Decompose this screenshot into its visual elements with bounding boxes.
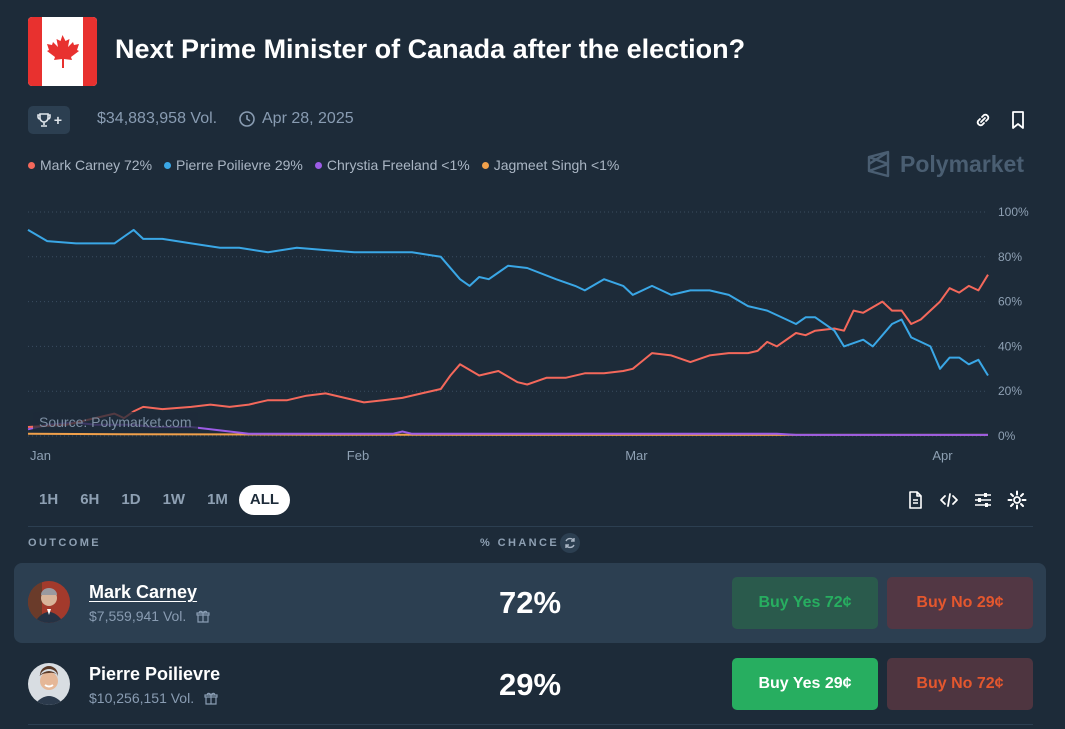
gift-icon[interactable] [196,609,210,623]
legend-dot [314,161,322,169]
y-tick-label: 100% [998,205,1029,219]
document-icon[interactable] [905,490,925,510]
legend-item: Chrystia Freeland <1% [314,157,470,173]
price-chart: 100% 80% 60% 40% 20% 0% Jan Feb Mar Apr [27,205,1029,463]
x-tick-label: Feb [347,448,369,463]
refresh-icon[interactable] [560,533,580,553]
legend-item: Pierre Poilievre 29% [164,157,303,173]
legend-item: Jagmeet Singh <1% [481,157,620,173]
chance-header: % CHANCE [480,537,560,549]
y-tick-label: 60% [998,295,1022,309]
y-tick-label: 80% [998,250,1022,264]
trophy-icon [37,113,51,127]
canada-flag-icon [28,17,97,86]
polymarket-logo: Polymarket [866,150,1024,178]
candidate-name-carney[interactable]: Mark Carney [89,582,198,602]
buy-yes-button-poilievre[interactable]: Buy Yes 29¢ [732,658,878,710]
buy-no-button-poilievre[interactable]: Buy No 72¢ [887,658,1033,710]
total-volume: $34,883,958 Vol. [97,110,218,127]
end-date: Apr 28, 2025 [238,110,354,128]
range-1d[interactable]: 1D [121,491,141,508]
chart-legend: Mark Carney 72% Pierre Poilievre 29% Chr… [28,157,619,173]
trophy-plus: + [53,112,63,128]
y-tick-label: 20% [998,384,1022,398]
embed-code-icon[interactable] [939,490,959,510]
sliders-icon[interactable] [973,490,993,510]
x-tick-label: Jan [30,448,51,463]
brand-name: Polymarket [900,150,1025,177]
avatar-carney [28,581,70,623]
legend-dot [164,161,172,169]
bookmark-icon[interactable] [1008,110,1028,130]
range-1m[interactable]: 1M [207,491,228,508]
legend-label: Chrystia Freeland <1% [326,157,470,173]
x-tick-label: Mar [625,448,648,463]
clock-icon [239,111,255,127]
volume-text: $7,559,941 Vol. [89,608,187,624]
legend-label: Jagmeet Singh <1% [493,157,620,173]
legend-item: Mark Carney 72% [28,157,152,173]
link-icon[interactable] [973,110,993,130]
y-tick-label: 40% [998,339,1022,353]
legend-dot [481,161,489,169]
buy-yes-button-carney[interactable]: Buy Yes 72¢ [732,577,878,629]
candidate-name-poilievre[interactable]: Pierre Poilievre [89,664,221,684]
end-date-text: Apr 28, 2025 [262,110,354,127]
range-1h[interactable]: 1H [39,491,59,508]
series-line-mark-carney [27,274,989,428]
x-tick-label: Apr [932,448,953,463]
volume-text: $10,256,151 Vol. [89,690,195,706]
range-1w[interactable]: 1W [162,491,186,508]
time-range-tabs: 1H 6H 1D 1W 1M ALL [28,485,291,515]
legend-label: Pierre Poilievre 29% [176,157,303,173]
page-title: Next Prime Minister of Canada after the … [115,34,746,64]
gift-icon[interactable] [204,691,218,705]
series-line-pierre-poilievre [27,228,989,377]
range-all[interactable]: ALL [238,485,291,515]
chart-tools [905,490,1027,510]
chance-carney: 72% [498,585,562,620]
divider [28,724,1033,725]
candidate-volume-poilievre: $10,256,151 Vol. [89,690,218,706]
settings-gear-icon[interactable] [1007,490,1027,510]
outcome-header: OUTCOME [28,537,102,549]
y-tick-label: 0% [998,429,1016,443]
legend-label: Mark Carney 72% [40,157,153,173]
avatar-poilievre [28,663,70,705]
range-6h[interactable]: 6H [80,491,100,508]
buy-no-button-carney[interactable]: Buy No 29¢ [887,577,1033,629]
legend-dot [28,161,35,169]
chart-watermark: Source: Polymarket.com [33,412,198,432]
chance-poilievre: 29% [498,667,562,702]
polymarket-icon [867,150,890,178]
divider [28,526,1033,527]
candidate-volume-carney: $7,559,941 Vol. [89,608,210,624]
trophy-button[interactable]: + [28,106,70,134]
